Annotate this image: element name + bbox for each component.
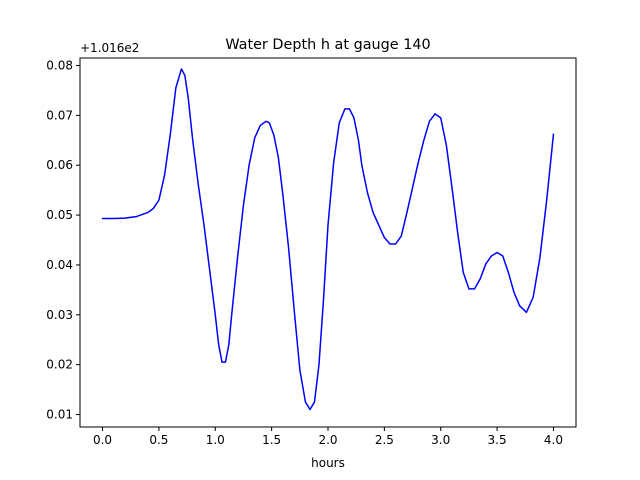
x-tick-label: 2.0 [318, 433, 337, 447]
y-tick-label: 0.04 [46, 258, 73, 272]
x-axis-label: hours [311, 456, 345, 470]
y-tick-label: 0.08 [46, 58, 73, 72]
y-tick-label: 0.01 [46, 408, 73, 422]
plot-area: 0.0 0.5 1.0 1.5 2.0 2.5 3.0 3.5 4.0 0.01 0.02 0.03 0… [46, 57, 577, 447]
x-tick-label: 0.0 [93, 433, 112, 447]
x-tick-label: 1.0 [206, 433, 225, 447]
x-tick-label: 1.5 [262, 433, 281, 447]
series-line-0 [101, 68, 555, 411]
x-tick-label: 3.5 [488, 433, 507, 447]
x-tick-label: 3.0 [431, 433, 450, 447]
y-tick-label: 0.03 [46, 308, 73, 322]
chart-title: Water Depth h at gauge 140 [225, 37, 430, 53]
y-tick-label: 0.05 [46, 208, 73, 222]
y-tick-label: 0.06 [46, 158, 73, 172]
x-tick-label: 4.0 [544, 433, 563, 447]
y-tick-label: 0.02 [46, 358, 73, 372]
x-tick-label: 0.5 [149, 433, 168, 447]
y-offset-text: +1.016e2 [80, 41, 139, 55]
x-tick-label: 2.5 [375, 433, 394, 447]
y-tick-label: 0.07 [46, 108, 73, 122]
